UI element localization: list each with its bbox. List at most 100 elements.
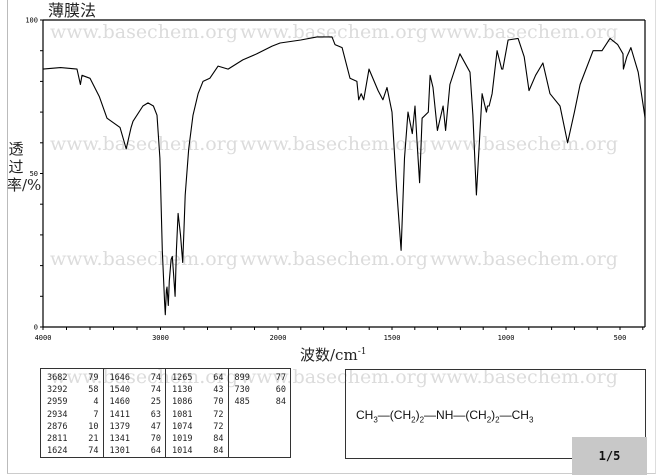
peak-column: 1265 64 1130 43 1086 70 1081 72 1074 72 1019 84 1014…: [166, 369, 229, 457]
peak-transmittance: 72: [213, 421, 224, 432]
peak-wavenumber: 1411: [109, 409, 130, 420]
formula-sub: 2: [495, 415, 500, 425]
x-tick-label: 1000: [498, 334, 515, 342]
peak-transmittance: 7: [93, 409, 99, 420]
watermark: www.basechem.org: [240, 248, 428, 270]
peak-transmittance: 47: [150, 421, 161, 432]
watermark: www.basechem.org: [50, 366, 238, 388]
structure-box: CH3—(CH2)2—NH—(CH2)2—CH3: [345, 369, 646, 459]
peak-wavenumber: 1074: [172, 421, 193, 432]
peak-wavenumber: 1460: [109, 397, 130, 408]
peak-transmittance: 84: [275, 397, 286, 408]
peak-wavenumber: 1086: [172, 397, 193, 408]
peak-row: 1019 84: [172, 433, 224, 445]
x-axis-label: 波数/cm-1: [300, 344, 366, 365]
peak-transmittance: 84: [213, 434, 224, 445]
formula-sub: 3: [373, 415, 378, 425]
peak-row: 1646 74: [110, 372, 162, 384]
peak-column: 1646 74 1540 74 1460 25 1411 63 1379 47 1341 70 1301…: [104, 369, 166, 457]
peak-transmittance: 21: [88, 434, 99, 445]
peak-transmittance: 60: [275, 385, 286, 396]
peak-row: 485 84: [235, 396, 287, 408]
peak-row: 1086 70: [172, 396, 224, 408]
peak-wavenumber: 1130: [172, 385, 193, 396]
peak-transmittance: 4: [93, 397, 99, 408]
x-axis-label-sup: -1: [357, 347, 367, 357]
formula-sub: 3: [528, 415, 534, 425]
peak-row: 1341 70: [110, 433, 162, 445]
formula-part: ): [415, 408, 420, 422]
peak-transmittance: 64: [150, 446, 161, 457]
peak-transmittance: 77: [275, 373, 286, 383]
peak-row: 1081 72: [172, 409, 224, 421]
formula-part: ): [491, 408, 496, 422]
peak-row: 1130 43: [172, 384, 224, 396]
peak-transmittance: 70: [213, 397, 224, 408]
peak-wavenumber: 485: [234, 397, 250, 408]
peak-column: 3682 79 3292 58 2959 4 2934 7 2876 10 2811 21 1624 74: [41, 369, 104, 457]
peak-row: 3682 79: [47, 372, 99, 384]
peak-row: 1301 64: [110, 445, 162, 457]
peak-row: 1265 64: [172, 372, 224, 384]
spectrum-line: [42, 36, 646, 316]
formula-sub: 2: [411, 415, 416, 425]
x-tick-label: 3000: [152, 334, 169, 342]
peak-row: 1379 47: [110, 421, 162, 433]
peak-row: 1411 63: [110, 409, 162, 421]
peak-wavenumber: 1646: [109, 373, 130, 383]
peak-transmittance: 64: [213, 373, 224, 383]
peak-transmittance: 70: [150, 434, 161, 445]
peak-row: 1540 74: [110, 384, 162, 396]
peak-transmittance: 72: [213, 409, 224, 420]
x-axis-label-text: 波数/cm: [300, 346, 358, 364]
y-tick-label: 0: [34, 324, 38, 332]
formula-part: —CH: [499, 408, 529, 422]
peak-wavenumber: 1265: [172, 373, 193, 383]
peak-wavenumber: 2811: [47, 434, 68, 445]
peak-transmittance: 63: [150, 409, 161, 420]
watermark: www.basechem.org: [50, 133, 238, 155]
formula-part: CH: [356, 408, 374, 422]
peak-row: 1624 74: [47, 445, 99, 457]
x-tick-label: 500: [614, 334, 627, 342]
peak-table: 3682 79 3292 58 2959 4 2934 7 2876 10 2811 21 1624 74…: [40, 368, 291, 458]
peak-wavenumber: 3292: [47, 385, 68, 396]
peak-wavenumber: 3682: [47, 373, 68, 383]
chart-title: 薄膜法: [48, 1, 97, 20]
formula-sub: 2: [486, 415, 492, 425]
watermark: www.basechem.org: [430, 248, 618, 270]
peak-row: 899 77: [235, 372, 287, 384]
peak-row: 2876 10: [47, 421, 99, 433]
peak-wavenumber: 2876: [47, 421, 68, 432]
peak-column: 899 77 730 60 485 84: [229, 369, 291, 457]
peak-wavenumber: 1341: [109, 434, 130, 445]
watermark: www.basechem.org: [240, 133, 428, 155]
peak-wavenumber: 1379: [109, 421, 130, 432]
y-tick-label: 100: [25, 17, 38, 25]
peak-row: 1460 25: [110, 396, 162, 408]
watermark: www.basechem.org: [430, 366, 618, 388]
peak-transmittance: 25: [150, 397, 161, 408]
peak-wavenumber: 2959: [47, 397, 68, 408]
peak-row: 730 60: [235, 384, 287, 396]
peak-transmittance: 58: [88, 385, 99, 396]
peak-transmittance: 10: [88, 421, 99, 432]
peak-transmittance: 74: [150, 385, 161, 396]
structural-formula: CH3—(CH2)2—NH—(CH2)2—CH3: [356, 408, 533, 424]
peak-row: 3292 58: [47, 384, 99, 396]
peak-transmittance: 43: [213, 385, 224, 396]
peak-wavenumber: 1540: [109, 385, 130, 396]
peak-wavenumber: 1019: [172, 434, 193, 445]
peak-transmittance: 79: [88, 373, 99, 383]
page-indicator[interactable]: 1/5: [572, 437, 647, 475]
formula-part: —(CH: [377, 408, 412, 422]
peak-row: 2811 21: [47, 433, 99, 445]
peak-wavenumber: 1301: [109, 446, 130, 457]
peak-wavenumber: 2934: [47, 409, 68, 420]
peak-transmittance: 74: [150, 373, 161, 383]
watermark: www.basechem.org: [430, 133, 618, 155]
watermark: www.basechem.org: [240, 21, 428, 43]
peak-wavenumber: 899: [234, 373, 250, 383]
watermark: www.basechem.org: [240, 366, 428, 388]
